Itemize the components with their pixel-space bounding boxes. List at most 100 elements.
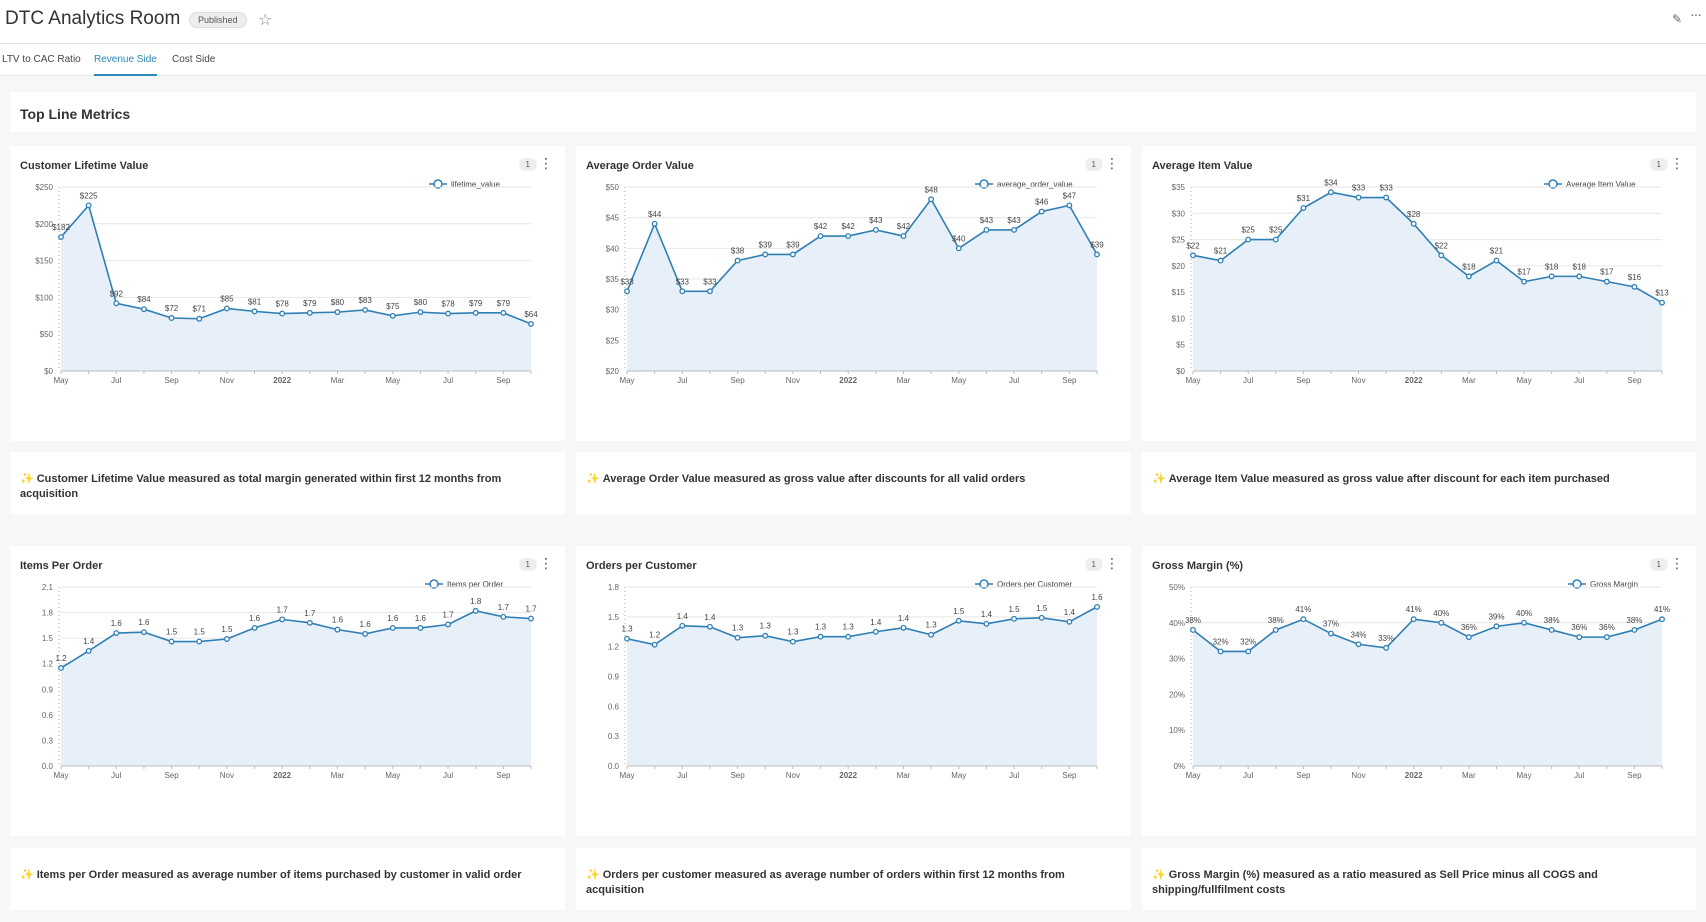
chart-menu-icon[interactable]: ⋮ <box>539 155 553 171</box>
x-tick-label: Mar <box>331 771 345 780</box>
x-tick-label: Sep <box>164 376 179 385</box>
data-label: 1.7 <box>304 609 316 618</box>
data-point <box>706 288 713 295</box>
y-tick-label: 50% <box>1169 583 1185 592</box>
sparkles-icon: ✨ <box>20 869 34 881</box>
tab-ltv-to-cac-ratio[interactable]: LTV to CAC Ratio <box>2 54 81 65</box>
data-point <box>1521 619 1528 626</box>
data-point <box>1066 618 1073 625</box>
sparkles-icon: ✨ <box>586 869 600 881</box>
data-label: 1.6 <box>111 619 123 628</box>
data-label: 1.6 <box>332 616 344 625</box>
data-label: $34 <box>1324 178 1338 187</box>
legend-marker <box>433 179 443 189</box>
y-tick-label: $50 <box>40 330 54 339</box>
y-tick-label: 1.8 <box>608 583 620 592</box>
data-point <box>1603 278 1610 285</box>
x-tick-label: May <box>1516 376 1531 385</box>
data-label: $21 <box>1214 247 1228 256</box>
data-label: $79 <box>497 299 511 308</box>
star-icon[interactable]: ☆ <box>258 12 273 29</box>
data-point <box>789 638 796 645</box>
data-label: 1.5 <box>221 625 233 634</box>
data-label: 38% <box>1626 616 1642 625</box>
y-tick-label: $15 <box>1172 288 1186 297</box>
tab-revenue-side[interactable]: Revenue Side <box>94 54 157 76</box>
data-point <box>900 233 907 240</box>
data-label: 1.5 <box>166 628 178 637</box>
data-point <box>362 630 369 637</box>
section-header: Top Line Metrics <box>10 92 1696 132</box>
chart-menu-icon[interactable]: ⋮ <box>1105 555 1119 571</box>
data-point <box>472 607 479 614</box>
x-tick-label: Mar <box>1462 376 1476 385</box>
data-label: 38% <box>1544 616 1560 625</box>
note-text: Average Order Value measured as gross va… <box>602 473 1026 485</box>
data-label: 1.3 <box>815 623 827 632</box>
data-label: 1.3 <box>926 621 938 630</box>
tab-cost-side[interactable]: Cost Side <box>172 54 216 65</box>
data-point <box>624 635 630 642</box>
data-label: $31 <box>1297 194 1311 203</box>
series-area <box>627 199 1097 371</box>
note-text: Gross Margin (%) measured as a ratio mea… <box>1152 869 1598 896</box>
data-label: 36% <box>1571 623 1587 632</box>
x-tick-label: Mar <box>331 376 345 385</box>
pencil-icon[interactable]: ✎ <box>1672 12 1683 26</box>
chart-title: Customer Lifetime Value <box>20 160 149 172</box>
data-label: 1.7 <box>525 605 537 614</box>
chart-title: Orders per Customer <box>586 560 697 572</box>
x-tick-label: Jul <box>1243 771 1253 780</box>
x-tick-label: Jul <box>443 771 453 780</box>
data-point <box>1011 226 1018 233</box>
chart-menu-icon[interactable]: ⋮ <box>539 555 553 571</box>
data-label: 1.4 <box>83 637 95 646</box>
x-tick-label: May <box>53 771 68 780</box>
data-point <box>1410 616 1417 623</box>
legend-marker <box>979 179 989 189</box>
data-label: $43 <box>869 216 883 225</box>
legend-marker <box>429 579 439 589</box>
data-label: $80 <box>414 298 428 307</box>
data-label: 32% <box>1213 637 1229 646</box>
y-tick-label: $25 <box>606 336 620 345</box>
note-card: ✨ Customer Lifetime Value measured as tot… <box>10 452 565 514</box>
chart-title: Gross Margin (%) <box>1152 560 1244 572</box>
series-line <box>1192 618 1663 653</box>
data-label: 34% <box>1351 630 1367 639</box>
data-label: 1.5 <box>194 628 206 637</box>
data-point <box>1576 634 1583 641</box>
data-label: $78 <box>441 300 455 309</box>
data-point <box>1066 202 1073 209</box>
y-tick-label: $0 <box>44 367 53 376</box>
data-point <box>58 665 64 671</box>
data-point <box>1217 257 1224 264</box>
dashboard-title: DTC Analytics Room <box>5 8 181 29</box>
data-point <box>334 626 341 633</box>
chart-menu-icon[interactable]: ⋮ <box>1670 555 1684 571</box>
data-point <box>1038 614 1045 621</box>
data-label: 1.4 <box>981 610 993 619</box>
more-icon[interactable]: ··· <box>1690 6 1702 22</box>
data-label: $13 <box>1655 289 1669 298</box>
y-tick-label: $250 <box>35 183 53 192</box>
data-label: 1.7 <box>498 603 510 612</box>
data-point <box>762 251 769 258</box>
data-label: 1.3 <box>760 622 772 631</box>
data-point <box>500 613 507 620</box>
data-point <box>845 233 852 240</box>
x-tick-label: 2022 <box>839 771 857 780</box>
chart-menu-icon[interactable]: ⋮ <box>1105 155 1119 171</box>
chart-menu-icon[interactable]: ⋮ <box>1670 155 1684 171</box>
data-label: $64 <box>524 310 538 319</box>
series-area <box>1193 192 1662 371</box>
y-tick-label: $20 <box>1172 262 1186 271</box>
x-tick-label: 2022 <box>273 376 291 385</box>
chart-count-badge: 1 <box>1649 158 1668 171</box>
y-tick-label: 1.5 <box>608 613 620 622</box>
data-label: $33 <box>1379 184 1393 193</box>
data-label: $38 <box>731 247 745 256</box>
x-tick-label: Mar <box>1462 771 1476 780</box>
data-point <box>928 631 935 638</box>
data-label: $18 <box>1573 262 1587 271</box>
